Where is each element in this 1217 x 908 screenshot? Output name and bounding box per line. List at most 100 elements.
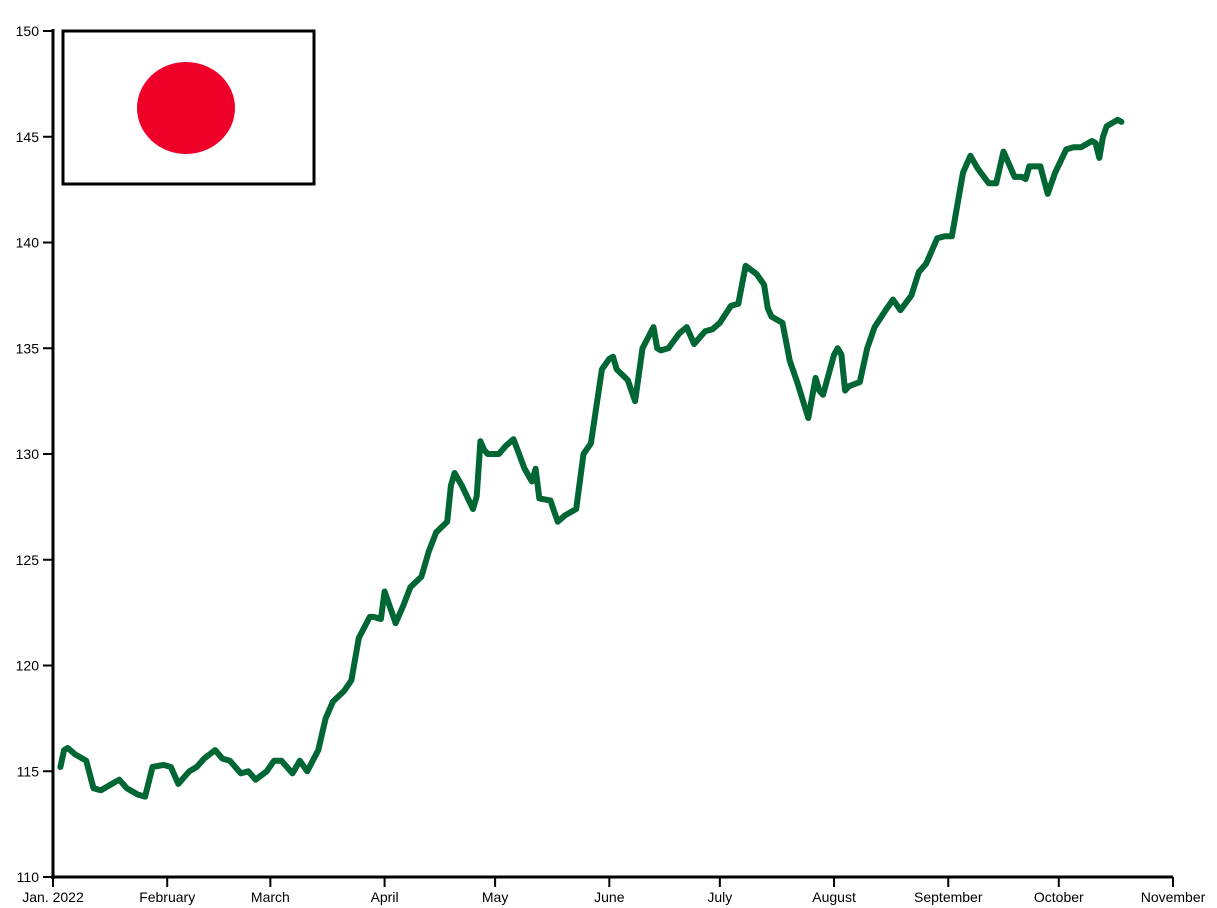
data-point — [967, 153, 974, 159]
y-tick-label: 150 — [16, 23, 40, 39]
data-point — [278, 758, 284, 764]
data-point — [474, 493, 480, 499]
data-point — [743, 263, 749, 269]
data-point — [768, 313, 775, 320]
x-tick-label: April — [371, 889, 399, 905]
data-point — [562, 512, 568, 518]
data-point — [831, 352, 837, 358]
data-point — [98, 787, 104, 793]
data-point — [1093, 140, 1099, 146]
data-point — [1045, 191, 1051, 197]
data-point — [625, 377, 631, 383]
data-point — [433, 529, 439, 535]
series-line — [57, 116, 1125, 800]
data-point — [503, 442, 509, 449]
data-point — [975, 165, 981, 172]
y-tick-label: 125 — [16, 552, 40, 568]
data-point — [897, 307, 904, 313]
data-point — [838, 352, 845, 358]
data-point — [610, 354, 616, 360]
data-point — [536, 495, 542, 501]
data-point — [580, 451, 587, 457]
data-point — [872, 324, 878, 330]
y-axis: 110 115 120 125 130 135 140 145 150 — [16, 23, 55, 885]
data-point — [116, 777, 122, 783]
data-point — [149, 764, 156, 770]
data-point — [709, 326, 716, 332]
data-point — [510, 436, 517, 442]
data-point — [857, 379, 863, 385]
data-point — [765, 305, 771, 311]
data-point — [168, 764, 174, 770]
data-point — [160, 762, 167, 768]
data-point — [212, 747, 218, 753]
data-point — [72, 751, 78, 757]
data-point — [175, 781, 181, 787]
data-point — [459, 483, 465, 489]
data-point — [650, 324, 657, 330]
data-point — [842, 388, 848, 394]
series-group — [57, 116, 1125, 800]
data-point — [864, 345, 870, 351]
data-point — [109, 781, 115, 787]
data-point — [779, 320, 786, 326]
data-point — [573, 506, 579, 512]
data-point — [805, 415, 811, 421]
data-point — [90, 785, 97, 791]
y-tick-label: 140 — [16, 235, 40, 251]
data-point — [304, 768, 310, 774]
data-point — [676, 330, 682, 336]
data-point — [960, 170, 966, 176]
data-point — [555, 519, 561, 525]
y-tick-label: 135 — [16, 340, 40, 356]
y-tick-label: 145 — [16, 129, 40, 145]
data-point — [1000, 149, 1007, 155]
data-point — [1096, 155, 1102, 161]
data-point — [787, 358, 793, 364]
data-point — [813, 375, 819, 381]
data-point — [588, 440, 594, 446]
data-point — [816, 388, 822, 394]
y-tick-label: 110 — [17, 869, 40, 885]
data-point — [238, 770, 244, 777]
data-point — [1012, 174, 1018, 180]
data-point — [452, 470, 458, 476]
data-point — [271, 758, 277, 764]
data-point — [794, 379, 800, 385]
data-point — [370, 614, 377, 620]
data-point — [1037, 163, 1043, 169]
data-point — [348, 677, 354, 683]
data-point — [65, 745, 71, 751]
data-point — [315, 747, 321, 753]
data-point — [761, 282, 767, 288]
x-tick-label: May — [482, 889, 508, 905]
data-point — [986, 180, 992, 186]
data-point — [923, 261, 929, 267]
data-point — [658, 347, 664, 353]
data-point — [253, 777, 259, 783]
data-point — [529, 478, 535, 485]
y-tick-label: 130 — [16, 446, 40, 462]
data-point — [691, 341, 697, 347]
data-point — [356, 635, 362, 641]
data-point — [890, 297, 896, 303]
data-point — [993, 180, 999, 186]
data-point — [194, 764, 200, 770]
flag-sun-disc — [137, 62, 235, 154]
data-point — [444, 519, 450, 525]
data-point — [83, 758, 89, 764]
data-point — [632, 398, 638, 404]
data-point — [57, 764, 64, 770]
x-tick-label: July — [707, 889, 732, 905]
data-point — [341, 688, 347, 694]
data-point — [135, 791, 141, 798]
data-point — [533, 466, 539, 472]
data-point — [227, 758, 233, 764]
data-point — [297, 758, 303, 764]
data-point — [665, 345, 671, 351]
data-point — [846, 383, 852, 389]
data-point — [599, 366, 605, 372]
data-point — [426, 548, 432, 554]
data-point — [470, 506, 476, 512]
